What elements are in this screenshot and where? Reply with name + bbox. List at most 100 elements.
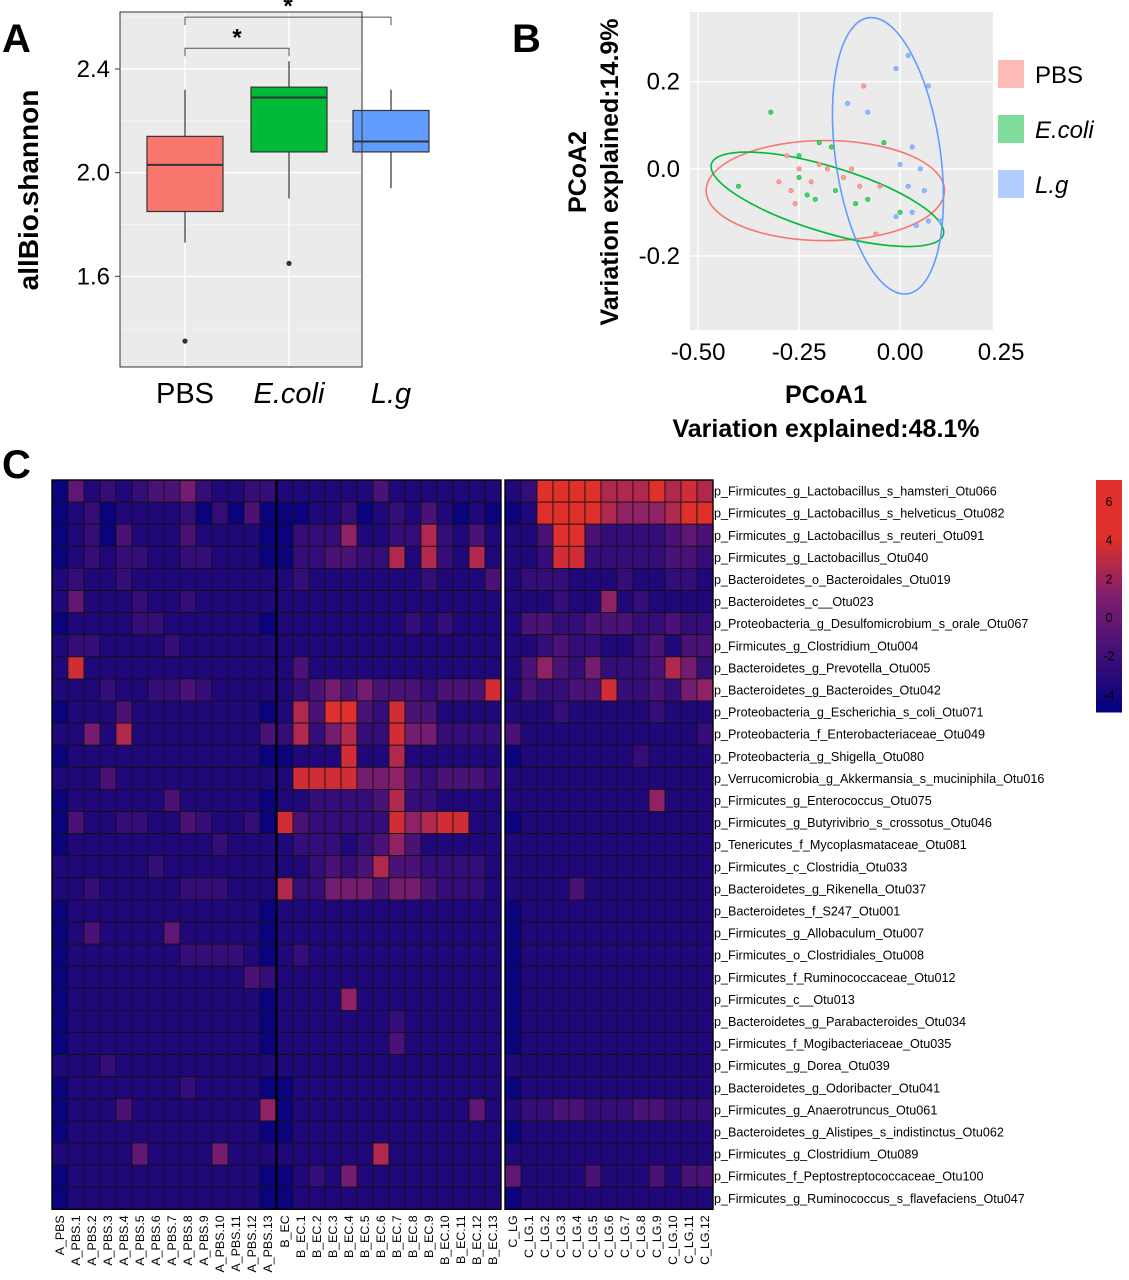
heatmap-cell <box>243 1186 261 1210</box>
heatmap-cell <box>243 766 261 790</box>
heatmap-cell <box>179 634 197 658</box>
heatmap-cell <box>115 523 133 547</box>
heatmap-cell <box>372 833 390 857</box>
heatmap-cell <box>211 612 229 636</box>
heatmap-cell <box>163 921 181 945</box>
heatmap-cell <box>468 1120 486 1144</box>
heatmap-cell <box>115 833 133 857</box>
heatmap-cell <box>616 722 634 746</box>
heatmap-cell <box>99 766 117 790</box>
heatmap-cell <box>468 833 486 857</box>
heatmap-cell <box>163 987 181 1011</box>
heatmap-cell <box>372 1142 390 1166</box>
heatmap-cell <box>452 1164 470 1188</box>
heatmap-cell <box>372 1120 390 1144</box>
heatmap-cell <box>664 789 682 812</box>
heatmap-cell <box>147 766 165 790</box>
heatmap-cell <box>324 634 342 658</box>
heatmap-cell <box>308 1186 326 1210</box>
heatmap-cell <box>584 634 602 658</box>
colorbar-segment <box>1096 495 1122 500</box>
colorbar-segment <box>1096 588 1122 593</box>
heatmap-cell <box>680 1010 698 1033</box>
heatmap-cell <box>600 899 618 923</box>
heatmap-cell <box>83 700 101 724</box>
heatmap-cell <box>163 678 181 702</box>
heatmap-row-label: p_Firmicutes_g_Lactobacillus_s_helveticu… <box>714 507 1005 521</box>
heatmap-cell <box>195 590 213 614</box>
heatmap-cell <box>259 634 277 658</box>
heatmap-cell <box>99 943 117 967</box>
heatmap-cell <box>259 1054 277 1078</box>
heatmap-cell <box>163 943 181 967</box>
heatmap-cell <box>568 943 586 967</box>
heatmap-cell <box>664 700 682 724</box>
heatmap-column-label: C_LG.5 <box>586 1215 600 1258</box>
heatmap-cell <box>243 899 261 923</box>
heatmap-cell <box>696 1098 714 1122</box>
heatmap-cell <box>484 1164 502 1188</box>
heatmap-cell <box>404 1076 422 1100</box>
heatmap-cell <box>552 987 570 1011</box>
heatmap-cell <box>243 545 261 569</box>
heatmap-cell <box>452 921 470 945</box>
heatmap-cell <box>536 1186 554 1210</box>
heatmap-cell <box>404 1010 422 1033</box>
heatmap-cell <box>308 744 326 768</box>
heatmap-cell <box>340 744 358 768</box>
heatmap-cell <box>131 590 149 614</box>
heatmap-cell <box>115 1010 133 1033</box>
heatmap-cell <box>99 1010 117 1033</box>
heatmap-cell <box>632 1032 650 1056</box>
heatmap-cell <box>131 700 149 724</box>
heatmap-cell <box>600 1032 618 1056</box>
heatmap-cell <box>276 1164 294 1188</box>
heatmap-cell <box>420 1032 438 1056</box>
heatmap-cell <box>520 656 538 680</box>
heatmap-cell <box>324 811 342 835</box>
heatmap-cell <box>99 590 117 614</box>
heatmap-cell <box>648 744 666 768</box>
heatmap-column-label: A_PBS.13 <box>261 1215 275 1272</box>
heatmap-cell <box>324 700 342 724</box>
heatmap-cell <box>420 855 438 879</box>
heatmap-cell <box>147 523 165 547</box>
heatmap-cell <box>340 965 358 989</box>
heatmap-cell <box>584 656 602 680</box>
heatmap-cell <box>664 1186 682 1210</box>
heatmap-cell <box>340 501 358 525</box>
heatmap-cell <box>83 789 101 812</box>
heatmap-cell <box>552 1076 570 1100</box>
heatmap-cell <box>420 1010 438 1033</box>
heatmap-cell <box>452 523 470 547</box>
heatmap-cell <box>696 612 714 636</box>
heatmap-cell <box>259 877 277 901</box>
heatmap-cell <box>552 479 570 503</box>
heatmap-cell <box>600 789 618 812</box>
scatter-point-ecoli <box>735 183 741 189</box>
heatmap-cell <box>227 612 245 636</box>
heatmap-cell <box>388 965 406 989</box>
heatmap-cell <box>504 789 522 812</box>
heatmap-cell <box>680 877 698 901</box>
heatmap-cell <box>452 1054 470 1078</box>
heatmap-cell <box>504 1186 522 1210</box>
heatmap-cell <box>179 899 197 923</box>
heatmap-cell <box>292 877 310 901</box>
scatter-point-pbs <box>849 166 855 172</box>
heatmap-cell <box>292 833 310 857</box>
heatmap-cell <box>308 987 326 1011</box>
heatmap-cell <box>83 722 101 746</box>
heatmap-cell <box>211 501 229 525</box>
heatmap-cell <box>356 766 374 790</box>
x-axis-subtitle: Variation explained:48.1% <box>672 415 979 443</box>
heatmap-cell <box>51 744 69 768</box>
heatmap-cell <box>308 501 326 525</box>
heatmap-cell <box>292 789 310 812</box>
heatmap-cell <box>292 811 310 835</box>
heatmap-cell <box>356 1076 374 1100</box>
heatmap-cell <box>324 590 342 614</box>
heatmap-cell <box>536 855 554 879</box>
heatmap-cell <box>616 855 634 879</box>
heatmap-cell <box>388 987 406 1011</box>
